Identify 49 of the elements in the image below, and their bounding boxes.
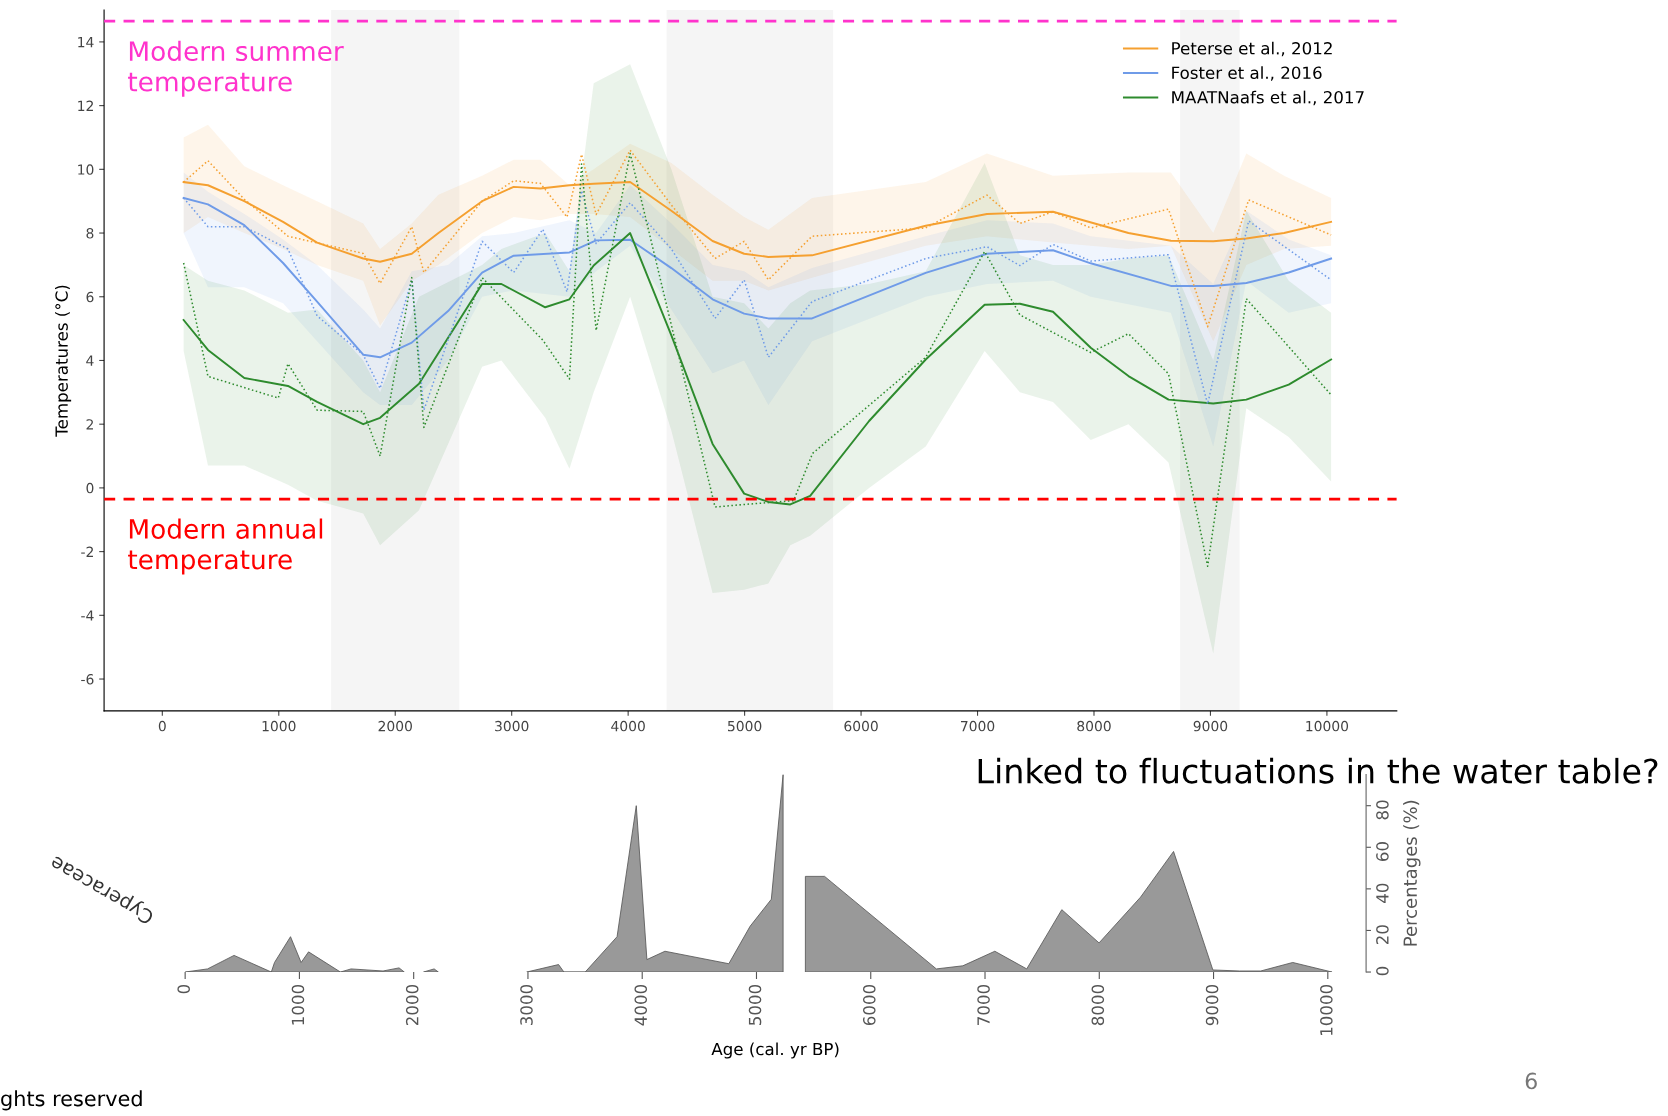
y-tick-label: 8	[86, 228, 94, 239]
x-tick-label: 0	[177, 984, 190, 994]
y-tick-label: 6	[86, 291, 94, 303]
x-tick-label: 10000	[1320, 984, 1333, 1036]
x-tick-label: 5000	[748, 984, 762, 1025]
y-tick-label: 14	[78, 37, 94, 48]
x-tick-label: 9000	[1193, 720, 1228, 732]
x-axis-title: Age (cal. yr BP)	[711, 1042, 839, 1059]
x-tick-label: 5000	[728, 720, 762, 732]
y-tick-label: 10	[78, 164, 94, 175]
x-tick-label: 3000	[495, 720, 529, 732]
annotation: Linked to fluctuations in the water table?	[978, 757, 1658, 784]
x-tick-label: 2000	[378, 720, 412, 732]
y-tick-label: 80	[1376, 800, 1389, 820]
x-tick-label: 1000	[291, 984, 305, 1025]
y-tick-label: -4	[81, 610, 94, 621]
y-tick-label: 12	[78, 100, 93, 111]
y-tick-label: 40	[1376, 883, 1389, 903]
x-tick-label: 8000	[1077, 720, 1111, 732]
x-tick-label: 3000	[520, 984, 533, 1025]
x-tick-label: 2000	[405, 984, 419, 1026]
y-tick-label: 20	[1376, 925, 1389, 945]
text: 6	[1525, 1072, 1537, 1090]
x-tick-label: 1000	[262, 720, 296, 732]
x-tick-label: 4000	[634, 984, 648, 1026]
x-tick-label: 9000	[1205, 984, 1219, 1026]
y-tick-label: 4	[86, 355, 94, 366]
y-axis-title: Percentages (%)	[1403, 800, 1421, 946]
x-tick-label: 8000	[1091, 984, 1105, 1026]
y-tick-label: 60	[1376, 842, 1389, 861]
y-axis-title: Temperatures (°C)	[55, 285, 72, 437]
x-tick-label: 7000	[960, 720, 995, 732]
y-tick-label: 0	[86, 482, 94, 494]
y-tick-label: 2	[86, 419, 93, 430]
x-tick-label: 7000	[977, 984, 990, 1025]
x-tick-label: 6000	[862, 984, 876, 1026]
x-tick-label: 6000	[844, 720, 878, 732]
legend-label: Foster et al., 2016	[1172, 66, 1322, 81]
x-tick-label: 10000	[1306, 720, 1349, 732]
y-tick-label: 0	[1376, 966, 1389, 976]
ref-line-label: Modern annual temperature	[128, 518, 323, 575]
x-tick-label: 0	[158, 720, 166, 732]
y-tick-label: -2	[81, 546, 93, 557]
ref-line-label: Modern summer temperature	[128, 40, 344, 97]
y-tick-label: -6	[81, 674, 94, 685]
legend-label: Peterse et al., 2012	[1172, 41, 1332, 57]
text: ghts reserved	[1, 1090, 142, 1111]
x-tick-label: 4000	[611, 720, 645, 732]
legend-label: MAATNaafs et al., 2017	[1172, 90, 1364, 106]
